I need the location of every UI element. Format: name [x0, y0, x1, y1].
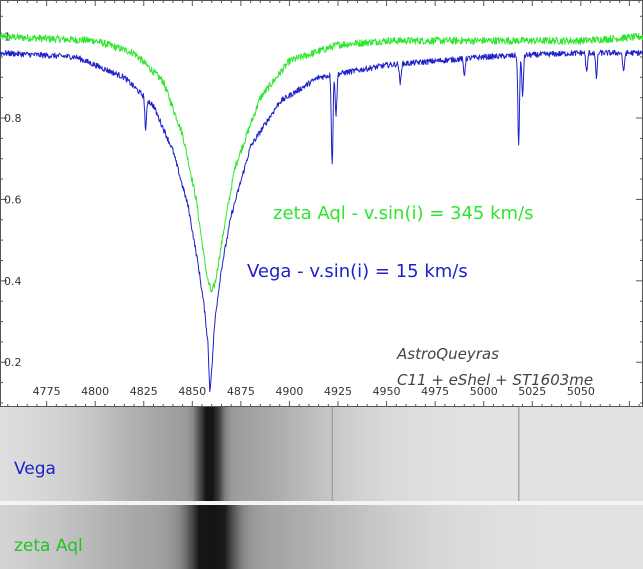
- zeta-line-core: [208, 505, 215, 569]
- y-tick-label: 0.8: [4, 112, 22, 125]
- zeta-strip-label: zeta Aql: [14, 536, 83, 556]
- vega-spectrum-strip: Vega: [0, 407, 643, 501]
- x-tick-label: 4875: [227, 385, 255, 398]
- vega-annotation: Vega - v.sin(i) = 15 km/s: [247, 261, 468, 282]
- x-tick-label: 4950: [373, 385, 401, 398]
- vega-strip-gradient: [0, 407, 643, 501]
- y-tick-label: 0.6: [4, 193, 22, 206]
- credit-line-2: C11 + eShel + ST1603me: [397, 371, 593, 389]
- x-tick-label: 4925: [324, 385, 352, 398]
- y-tick-label: 0.4: [4, 275, 22, 288]
- x-tick-label: 5000: [470, 385, 498, 398]
- vega-strip-label: Vega: [14, 459, 56, 479]
- y-tick-label: 0.2: [4, 356, 22, 369]
- x-tick-label: 4900: [275, 385, 303, 398]
- zeta-strip-gradient: [0, 505, 643, 569]
- strip-divider: [0, 501, 643, 505]
- credit-line-1: AstroQueyras: [396, 345, 499, 363]
- zeta-strip-image: [0, 505, 643, 569]
- vega-spectrum-line: [0, 49, 643, 393]
- x-tick-label: 4825: [130, 385, 158, 398]
- vega-line-core: [206, 407, 213, 501]
- vega-absorption-mark: [331, 407, 333, 501]
- x-tick-label: 4800: [81, 385, 109, 398]
- x-tick-label: 4775: [33, 385, 61, 398]
- vega-strip-image: [0, 407, 643, 501]
- vega-absorption-mark: [518, 407, 520, 501]
- zeta-spectrum-line: [0, 32, 643, 293]
- zeta-aql-annotation: zeta Aql - v.sin(i) = 345 km/s: [273, 203, 534, 224]
- zeta-aql-spectrum-strip: zeta Aql: [0, 505, 643, 569]
- x-tick-label: 4850: [178, 385, 206, 398]
- x-tick-label: 5050: [567, 385, 595, 398]
- x-tick-label: 4975: [421, 385, 449, 398]
- x-tick-label: 5025: [518, 385, 546, 398]
- spectrum-chart: 4775 4800 4825 4850 4875 4900 4925 4950 4975 5000…: [0, 0, 643, 407]
